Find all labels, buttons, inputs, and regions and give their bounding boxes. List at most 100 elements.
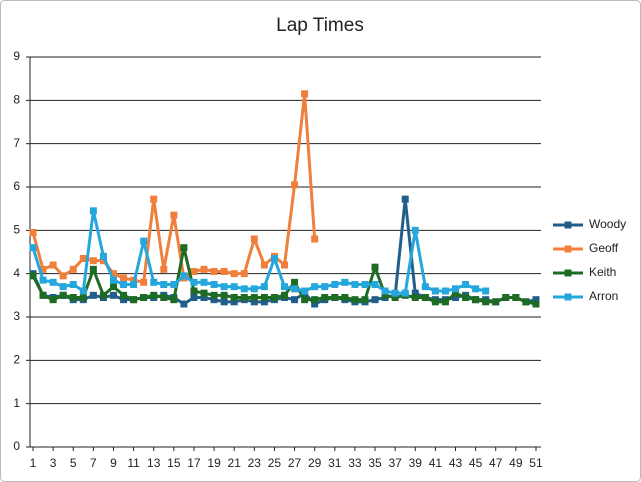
marker	[230, 283, 238, 291]
x-tick-label: 27	[288, 456, 302, 470]
marker	[341, 278, 349, 286]
marker	[462, 294, 470, 301]
marker	[49, 296, 57, 304]
marker	[351, 281, 359, 288]
marker	[130, 281, 138, 288]
y-tick-label: 7	[13, 136, 20, 150]
marker	[29, 229, 37, 236]
legend-label: Arron	[589, 289, 618, 303]
marker	[170, 296, 178, 304]
marker	[301, 287, 309, 295]
marker	[280, 261, 288, 269]
marker	[120, 291, 128, 299]
marker	[230, 294, 238, 301]
marker	[200, 278, 208, 286]
marker	[280, 291, 288, 299]
marker	[311, 283, 319, 291]
marker	[79, 255, 87, 262]
marker	[220, 268, 228, 275]
marker	[220, 298, 228, 306]
marker	[79, 294, 87, 301]
marker	[150, 278, 158, 286]
marker	[59, 291, 67, 299]
x-tick-label: 21	[228, 456, 242, 470]
marker	[411, 294, 419, 301]
marker	[260, 298, 268, 306]
marker	[301, 90, 309, 98]
marker	[351, 296, 359, 304]
marker	[240, 270, 248, 278]
marker	[99, 291, 107, 299]
marker	[210, 281, 218, 288]
marker	[291, 285, 299, 293]
marker	[512, 294, 520, 301]
y-tick-label: 4	[13, 266, 20, 280]
marker	[180, 244, 188, 252]
marker	[401, 289, 409, 297]
marker	[150, 291, 158, 299]
x-tick-label: 5	[70, 456, 77, 470]
marker	[482, 287, 490, 295]
marker	[170, 281, 178, 288]
marker	[140, 278, 148, 286]
marker	[29, 244, 37, 252]
y-tick-label: 5	[13, 223, 20, 237]
marker	[371, 296, 379, 304]
marker	[421, 283, 429, 291]
marker	[492, 298, 500, 306]
marker	[49, 278, 57, 286]
marker	[260, 283, 268, 291]
x-tick-label: 9	[110, 456, 117, 470]
x-tick-label: 47	[489, 456, 503, 470]
marker	[180, 272, 188, 280]
x-tick-label: 11	[127, 456, 140, 470]
marker	[120, 281, 128, 288]
marker	[331, 281, 339, 288]
x-tick-label: 35	[368, 456, 382, 470]
marker	[109, 291, 117, 299]
marker	[451, 294, 459, 301]
marker	[270, 255, 278, 262]
marker	[421, 294, 429, 301]
marker	[361, 281, 369, 288]
marker	[230, 298, 238, 306]
x-tick-label: 43	[449, 456, 463, 470]
marker	[150, 195, 158, 203]
marker	[190, 278, 198, 286]
x-tick-label: 45	[469, 456, 483, 470]
marker	[321, 294, 329, 301]
y-tick-label: 0	[13, 439, 20, 453]
y-tick-label: 1	[13, 396, 20, 410]
legend-label: Geoff	[589, 241, 619, 255]
marker	[441, 287, 449, 295]
marker	[240, 285, 248, 293]
marker	[270, 294, 278, 301]
marker	[250, 285, 258, 293]
marker	[170, 211, 178, 219]
legend-marker	[564, 245, 572, 253]
marker	[371, 263, 379, 271]
legend-marker	[564, 221, 572, 229]
x-tick-label: 49	[509, 456, 523, 470]
marker	[39, 276, 47, 284]
marker	[160, 281, 168, 288]
x-tick-label: 23	[248, 456, 262, 470]
marker	[532, 296, 540, 304]
marker	[532, 300, 540, 308]
marker	[99, 252, 107, 260]
marker	[59, 283, 67, 291]
marker	[109, 270, 117, 278]
marker	[311, 296, 319, 304]
x-tick-label: 19	[207, 456, 221, 470]
y-tick-label: 3	[13, 309, 20, 323]
marker	[291, 181, 299, 189]
marker	[210, 268, 218, 275]
marker	[89, 291, 97, 299]
marker	[89, 207, 97, 215]
marker	[69, 281, 77, 288]
marker	[462, 281, 470, 288]
marker	[431, 287, 439, 295]
x-tick-label: 51	[529, 456, 543, 470]
